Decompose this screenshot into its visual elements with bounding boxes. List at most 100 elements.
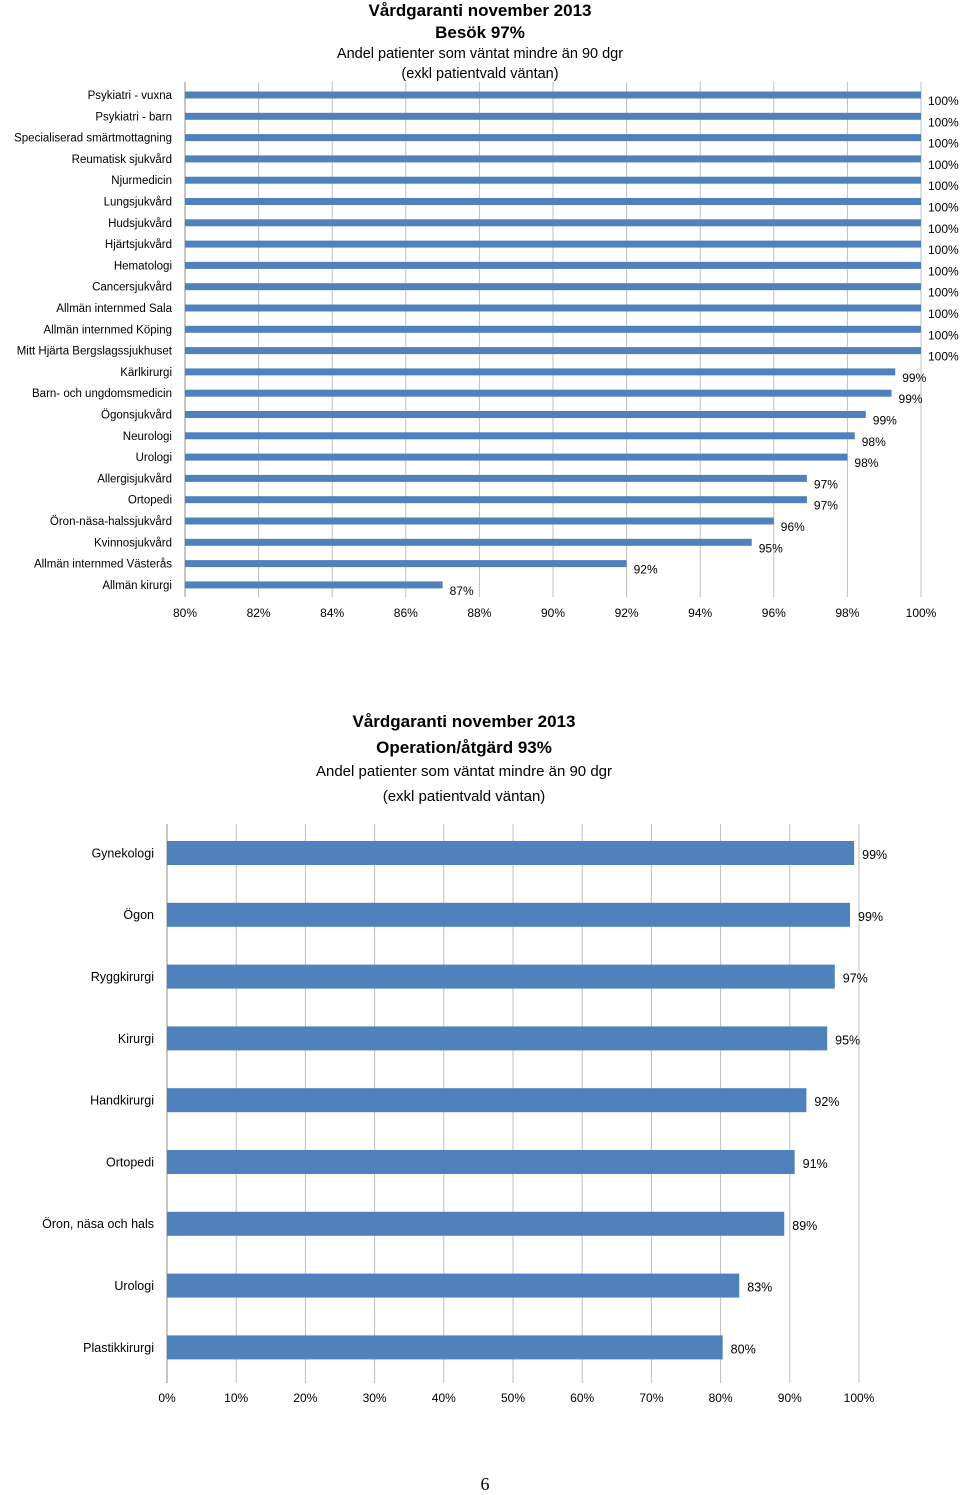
category-label: Allmän internmed Västerås (34, 559, 172, 571)
x-tick-label: 88% (467, 606, 491, 620)
bar (185, 176, 921, 184)
bar (185, 538, 752, 546)
chart-subtitle: Operation/åtgärd 93% (376, 738, 552, 757)
bar (167, 1088, 807, 1113)
category-label: Ortopedi (128, 495, 172, 507)
category-label: Urologi (136, 452, 172, 464)
data-label: 100% (928, 264, 959, 278)
chart-operation: Vårdgaranti november 2013 Operation/åtgä… (0, 700, 960, 1420)
category-label: Ortopedi (106, 1155, 154, 1169)
bar (167, 1273, 740, 1298)
data-label: 96% (781, 520, 805, 534)
category-label: Kirurgi (118, 1032, 154, 1046)
x-tick-label: 100% (844, 1391, 875, 1405)
category-label: Gynekologi (91, 846, 154, 860)
category-label: Handkirurgi (90, 1094, 154, 1108)
bar (185, 155, 921, 163)
category-label: Hematologi (114, 260, 172, 272)
category-label: Cancersjukvård (92, 282, 172, 294)
bar (185, 240, 921, 248)
data-label: 98% (854, 456, 878, 470)
x-tick-label: 10% (224, 1391, 248, 1405)
bar (185, 474, 807, 482)
data-label: 100% (928, 179, 959, 193)
data-label: 99% (899, 392, 923, 406)
bar (185, 283, 921, 291)
bar (185, 560, 627, 568)
category-label: Ögonsjukvård (101, 410, 172, 422)
x-tick-label: 20% (293, 1391, 317, 1405)
data-label: 83% (747, 1281, 772, 1295)
category-label: Barn- och ungdomsmedicin (32, 388, 172, 400)
x-tick-label: 90% (778, 1391, 802, 1405)
category-label: Reumatisk sjukvård (72, 154, 172, 166)
data-label: 100% (928, 158, 959, 172)
category-label: Ögon (123, 908, 154, 922)
bar (167, 1150, 795, 1174)
bar (185, 496, 807, 504)
category-label: Ryggkirurgi (91, 970, 154, 984)
category-label: Öron, näsa och hals (42, 1217, 154, 1231)
data-label: 99% (862, 848, 887, 862)
data-label: 99% (873, 414, 897, 428)
data-label: 100% (928, 286, 959, 300)
bar (185, 517, 774, 525)
bar (167, 1026, 828, 1051)
bar (185, 261, 921, 269)
data-label: 100% (928, 328, 959, 342)
chart-subtitle: Besök 97% (435, 23, 525, 42)
chart-plot-operation: 0% 10% 20% 30% 40% 50% 60% 70% 80% 90% 100% Gynekol… (42, 824, 887, 1405)
x-tick-label: 84% (320, 606, 344, 620)
category-label: Njurmedicin (111, 175, 172, 187)
data-label: 98% (862, 435, 886, 449)
data-label: 99% (902, 371, 926, 385)
x-tick-label: 80% (709, 1391, 733, 1405)
x-tick-label: 94% (688, 606, 712, 620)
bar (167, 1211, 785, 1236)
category-label: Plastikkirurgi (83, 1341, 154, 1355)
bar (185, 112, 921, 120)
category-label: Kvinnosjukvård (94, 537, 172, 549)
x-tick-label: 60% (570, 1391, 594, 1405)
category-label: Kärlkirurgi (120, 367, 172, 379)
bar (185, 368, 896, 376)
bar (185, 581, 443, 589)
data-label: 95% (835, 1033, 860, 1047)
category-label: Neurologi (123, 431, 172, 443)
category-label: Psykiatri - vuxna (88, 90, 173, 102)
chart-besok: Vårdgaranti november 2013 Besök 97% Ande… (0, 0, 960, 640)
chart-subtitle-2: Andel patienter som väntat mindre än 90 … (315, 763, 612, 780)
x-tick-label: 70% (639, 1391, 663, 1405)
data-label: 97% (814, 477, 838, 491)
category-label: Öron-näsa-halssjukvård (50, 516, 172, 528)
data-label: 89% (792, 1219, 817, 1233)
page-number: 6 (480, 1474, 490, 1494)
category-label: Mitt Hjärta Bergslagssjukhuset (17, 346, 173, 358)
chart-title: Vårdgaranti november 2013 (352, 712, 576, 731)
category-label: Allergisjukvård (97, 473, 172, 485)
data-label: 97% (843, 972, 868, 986)
bar (167, 902, 851, 927)
chart-plot-besok: 80% 82% 84% 86% 88% 90% 92% 94% 96% 98% 100% Psykia… (14, 82, 959, 620)
x-tick-label: 90% (541, 606, 565, 620)
bar (185, 91, 921, 99)
data-label: 100% (928, 94, 959, 108)
data-label: 100% (928, 201, 959, 215)
chart-subtitle-3: (exkl patientvald väntan) (401, 66, 559, 82)
x-tick-label: 86% (394, 606, 418, 620)
data-label: 80% (731, 1342, 756, 1356)
bar (185, 453, 848, 461)
data-label: 92% (814, 1095, 839, 1109)
data-label: 92% (634, 563, 658, 577)
bar (167, 1335, 723, 1360)
bar (185, 325, 921, 333)
data-label: 99% (858, 910, 883, 924)
category-label: Allmän internmed Köping (44, 324, 173, 336)
category-label: Lungsjukvård (104, 197, 172, 209)
data-label: 97% (814, 499, 838, 513)
category-label: Specialiserad smärtmottagning (14, 133, 172, 145)
x-tick-label: 100% (906, 606, 937, 620)
data-label: 100% (928, 115, 959, 129)
data-label: 91% (803, 1157, 828, 1171)
chart-title: Vårdgaranti november 2013 (368, 1, 592, 20)
